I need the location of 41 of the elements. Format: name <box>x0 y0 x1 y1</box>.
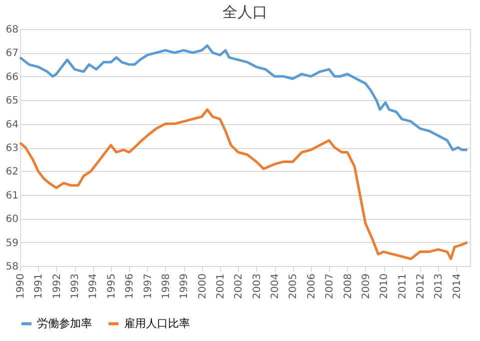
y-tick-label: 62 <box>6 166 18 178</box>
x-tick-label: 1991 <box>34 274 45 299</box>
x-tick-label: 2008 <box>342 274 354 299</box>
x-tick-label: 1998 <box>160 274 172 299</box>
x-tick-label: 1993 <box>70 274 82 299</box>
x-tick-label: 1995 <box>106 274 118 299</box>
x-tick-label: 2010 <box>379 274 390 299</box>
line-series <box>18 108 469 260</box>
y-tick-label: 60 <box>6 214 18 226</box>
x-tick-label: 1997 <box>142 274 154 299</box>
x-tick-label: 2012 <box>416 274 426 299</box>
x-tick-label: 2001 <box>216 274 226 299</box>
x-tick-label: 2007 <box>324 274 336 299</box>
y-tick-label: 58 <box>6 262 18 272</box>
y-tick-label: 59 <box>6 238 18 249</box>
chart-title: 全人口 <box>222 3 268 21</box>
x-tick-label: 1996 <box>124 274 136 299</box>
y-tick-label: 64 <box>6 119 18 130</box>
y-tick-label: 61 <box>6 190 18 202</box>
y-tick-label: 67 <box>6 48 18 60</box>
y-tick-label: 63 <box>6 143 18 154</box>
x-tick-label: 2011 <box>397 274 408 299</box>
x-tick-label: 2009 <box>360 274 372 299</box>
x-tick-label: 1992 <box>52 274 63 299</box>
x-tick-label: 2002 <box>234 274 245 299</box>
y-tick-label: 66 <box>6 72 18 83</box>
x-tick-label: 2003 <box>252 274 263 299</box>
line-series <box>18 44 469 152</box>
x-tick-label: 2005 <box>288 274 300 299</box>
x-tick-label: 2014 <box>452 274 463 299</box>
x-tick-label: 1990 <box>16 274 26 299</box>
y-tick-label: 68 <box>6 24 18 36</box>
legend-label: 雇用人口比率 <box>124 316 190 330</box>
x-tick-label: 1994 <box>88 274 100 299</box>
x-tick-label: 2004 <box>270 274 282 299</box>
y-tick-label: 65 <box>6 96 18 107</box>
x-tick-label: 1999 <box>179 274 190 299</box>
x-tick-label: 2000 <box>197 274 208 299</box>
x-tick-label: 2013 <box>434 274 445 299</box>
legend-label: 労働参加率 <box>37 316 92 330</box>
x-tick-label: 2006 <box>306 274 318 299</box>
